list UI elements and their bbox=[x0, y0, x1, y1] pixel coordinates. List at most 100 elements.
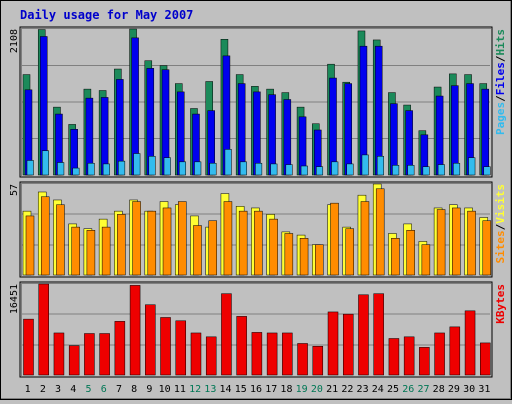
x-tick-label: 14 bbox=[220, 384, 232, 395]
sites-bar bbox=[162, 207, 172, 276]
kbytes-bar bbox=[114, 321, 126, 376]
pages-bar bbox=[118, 160, 126, 176]
sites-bar bbox=[299, 238, 309, 276]
sites-bar bbox=[117, 214, 126, 276]
kbytes-bar bbox=[129, 285, 141, 376]
pages-bar bbox=[285, 164, 293, 176]
pages-bar bbox=[407, 165, 415, 176]
pages-bar bbox=[376, 156, 384, 176]
sites-bar bbox=[40, 196, 50, 276]
kbytes-bar bbox=[434, 332, 445, 376]
sites-bar bbox=[315, 244, 324, 276]
kbytes-bar bbox=[297, 343, 308, 376]
kbytes-bar bbox=[312, 345, 324, 376]
kbytes-bar bbox=[175, 320, 187, 376]
kbytes-bar bbox=[464, 310, 476, 376]
pages-bar bbox=[194, 161, 202, 176]
x-tick-label: 3 bbox=[55, 384, 61, 395]
x-tick-label: 15 bbox=[235, 384, 247, 395]
x-tick-label: 24 bbox=[372, 384, 384, 395]
files-bar bbox=[481, 88, 490, 176]
sites-bar bbox=[452, 207, 461, 276]
sites-bar bbox=[132, 201, 141, 276]
x-tick-label: 11 bbox=[174, 384, 186, 395]
sites-bar bbox=[467, 210, 476, 276]
x-tick-label: 19 bbox=[296, 384, 308, 395]
x-tick-label: 4 bbox=[70, 384, 76, 395]
pages-bar bbox=[209, 162, 217, 176]
sites-bar bbox=[193, 225, 202, 276]
kbytes-bar bbox=[68, 345, 80, 376]
x-tick-label: 9 bbox=[146, 384, 152, 395]
pages-bar bbox=[26, 160, 34, 176]
sites-bar bbox=[391, 238, 400, 276]
sites-bar bbox=[254, 210, 263, 276]
files-bar bbox=[100, 97, 109, 176]
pages-bar bbox=[102, 163, 110, 176]
files-bar bbox=[268, 94, 276, 176]
legend-separator: / bbox=[494, 95, 507, 102]
x-tick-label: 23 bbox=[357, 384, 369, 395]
chart-title: Daily usage for May 2007 bbox=[20, 8, 194, 22]
x-tick-label: 25 bbox=[387, 384, 399, 395]
legend-separator: / bbox=[494, 223, 507, 230]
sites-bar bbox=[436, 209, 446, 276]
x-tick-label: 21 bbox=[326, 384, 338, 395]
legend-visits-sites: Sites/Visits bbox=[494, 184, 507, 264]
kbytes-bar bbox=[23, 318, 34, 376]
pages-bar bbox=[437, 164, 445, 176]
legend-entry-sites: Sites bbox=[494, 230, 507, 263]
sites-bar bbox=[330, 202, 339, 276]
x-tick-label: 22 bbox=[341, 384, 353, 395]
legend-entry-files: Files bbox=[494, 62, 507, 95]
files-bar bbox=[283, 99, 292, 176]
sites-bar bbox=[178, 201, 187, 276]
pages-bar bbox=[41, 150, 49, 176]
sites-bar bbox=[406, 230, 415, 276]
x-tick-label: 1 bbox=[25, 384, 31, 395]
sites-bar bbox=[360, 201, 370, 276]
files-bar bbox=[344, 83, 352, 176]
kbytes-bar bbox=[342, 313, 354, 376]
legend-kbytes: KBytes bbox=[494, 284, 507, 324]
panel-visits-sites: 57 Sites/Visits bbox=[9, 181, 507, 278]
sites-bar bbox=[284, 233, 294, 276]
kbytes-bar bbox=[160, 317, 171, 376]
kbytes-bar bbox=[327, 311, 339, 376]
ymax-tick-label: 2108 bbox=[9, 29, 20, 53]
kbytes-bar bbox=[449, 326, 461, 376]
sites-bar bbox=[86, 230, 96, 276]
sites-bar bbox=[25, 215, 35, 276]
legend-separator: / bbox=[494, 55, 507, 62]
files-bar bbox=[435, 95, 444, 176]
x-tick-label: 16 bbox=[250, 384, 262, 395]
sites-bar bbox=[482, 220, 492, 276]
pages-bar bbox=[87, 162, 95, 176]
files-bar bbox=[116, 79, 124, 176]
kbytes-bar bbox=[53, 332, 65, 376]
kbytes-bar bbox=[99, 333, 110, 376]
ymax-tick-label: 57 bbox=[9, 184, 20, 196]
legend-entry-pages: Pages bbox=[494, 102, 507, 135]
kbytes-bar bbox=[266, 332, 278, 376]
files-bar bbox=[451, 85, 459, 176]
kbytes-bar bbox=[205, 336, 217, 376]
x-tick-label: 6 bbox=[101, 384, 107, 395]
x-tick-label: 17 bbox=[265, 384, 277, 395]
sites-bar bbox=[269, 218, 278, 276]
kbytes-bar bbox=[480, 342, 491, 376]
kbytes-bar bbox=[373, 293, 384, 376]
x-tick-label: 30 bbox=[463, 384, 475, 395]
sites-bar bbox=[147, 210, 157, 276]
panel-kbytes: 16451 KBytes bbox=[9, 281, 507, 378]
x-tick-label: 10 bbox=[159, 384, 171, 395]
x-tick-label: 28 bbox=[433, 384, 445, 395]
sites-bar bbox=[345, 228, 354, 276]
x-tick-label: 7 bbox=[116, 384, 122, 395]
pages-bar bbox=[239, 161, 247, 176]
kbytes-bar bbox=[84, 333, 95, 376]
files-bar bbox=[237, 83, 246, 176]
kbytes-bar bbox=[282, 332, 293, 376]
pages-bar bbox=[361, 154, 369, 176]
